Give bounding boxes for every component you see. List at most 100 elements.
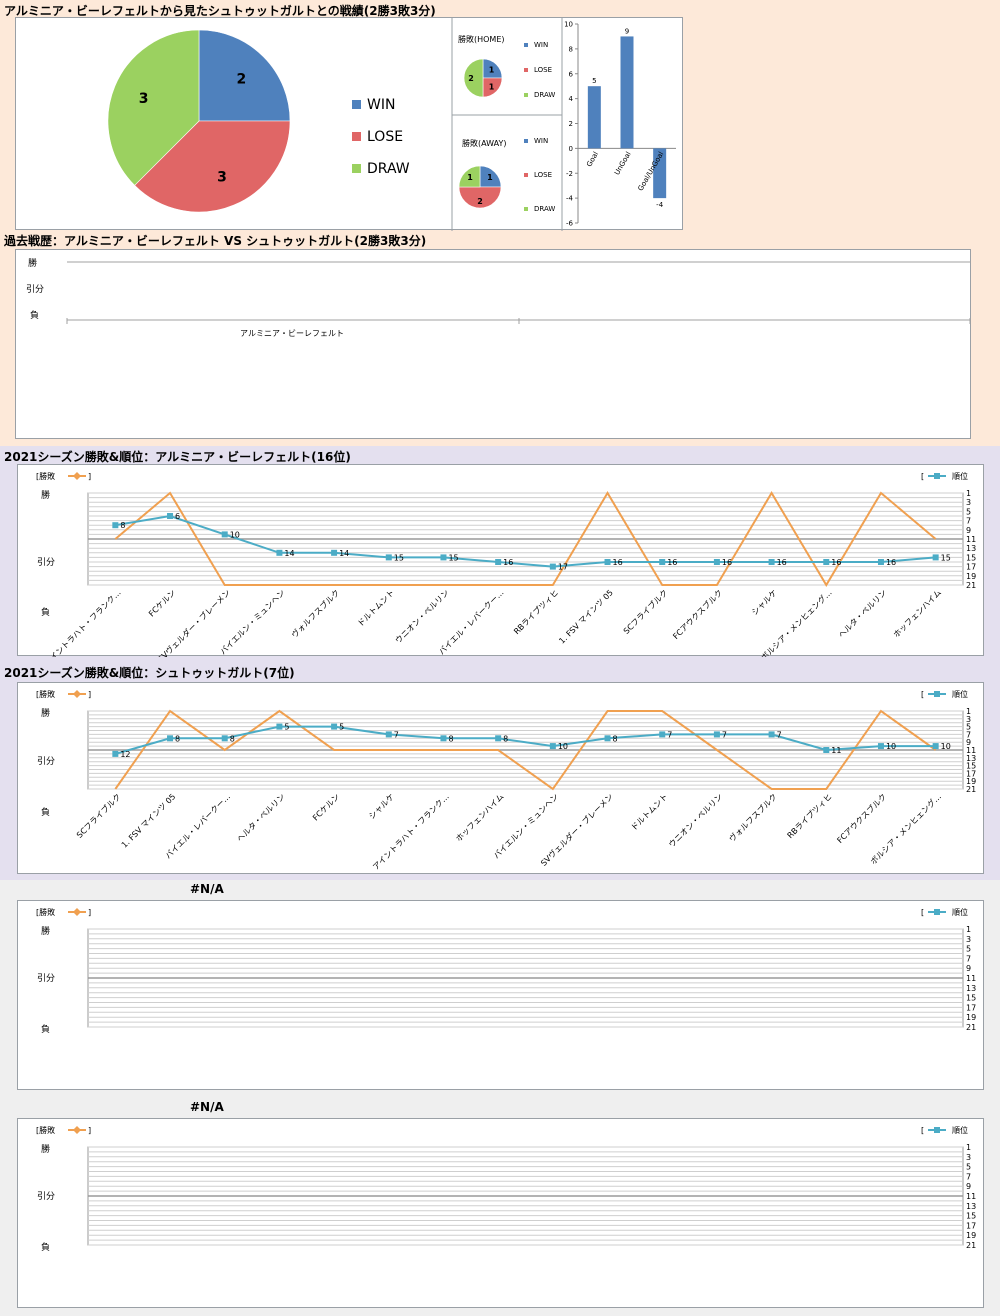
history-title: 過去戦歴：アルミニア・ビーレフェルト VS シュトゥットガルト(2勝3敗3分) <box>4 234 427 248</box>
rank-tick-label: 1 <box>966 707 971 716</box>
overall-data-label: 2 <box>237 71 247 87</box>
opponent-label: ドルトムント <box>356 588 396 628</box>
rank-point <box>385 731 392 738</box>
overall-legend-draw: DRAW <box>367 161 410 177</box>
rank-tick-label: 5 <box>966 723 971 732</box>
empty1-band: #N/A [勝敗][順位 1 3 5 7 9 11 13 15 17 19 21 勝引分負 <box>0 880 1000 1098</box>
rank-legend-open: [ <box>921 472 924 481</box>
overall-data-label: 3 <box>217 169 227 185</box>
rank-data-label: 14 <box>284 549 294 558</box>
opponent-label: アイントラハト・フランク… <box>43 588 123 657</box>
rank-tick-label: 11 <box>966 746 976 755</box>
rank-data-label: 8 <box>175 734 180 743</box>
rank-tick-label: 15 <box>966 553 976 562</box>
home-slice-draw <box>463 58 484 98</box>
goal-y-tick: 6 <box>569 70 574 78</box>
rank-data-label: 8 <box>503 734 508 743</box>
rank-legend-open: [ <box>921 690 924 699</box>
opponent-label: ヴォルフスブルク <box>727 791 779 843</box>
opponent-label: 1. FSV マインツ 05 <box>557 588 615 646</box>
overall-pie: 2 3 3 <box>107 29 291 213</box>
opponent-label: FCケルン <box>147 588 177 618</box>
rank-data-label: 11 <box>831 746 841 755</box>
empty1-title: #N/A <box>190 882 224 896</box>
rank-tick-label: 1 <box>966 1143 971 1152</box>
result-line <box>114 709 937 791</box>
goal-bar-value: -4 <box>656 201 664 209</box>
history-frame: 勝 引分 負 アルミニア・ビーレフェルト <box>15 249 971 439</box>
rank-tick-label: 9 <box>966 526 971 535</box>
result-axis-lose: 負 <box>41 606 50 618</box>
rank-tick-label: 9 <box>966 964 971 973</box>
rank-data-label: 15 <box>941 553 951 562</box>
rank-tick-label: 17 <box>966 1221 976 1230</box>
rank-tick-label: 5 <box>966 945 971 954</box>
goal-bar-1 <box>620 36 634 149</box>
away-slice-lose <box>458 186 502 209</box>
away-legend-win: WIN <box>534 137 548 145</box>
summary-svg: 2 3 3 WIN LOSE DRAW 勝敗(HOME) 1 1 2 WIN LOSE DRAW… <box>107 18 676 231</box>
empty1-frame: [勝敗][順位 1 3 5 7 9 11 13 15 17 19 21 勝引分負 <box>17 900 984 1090</box>
result-axis-win: 勝 <box>41 489 50 501</box>
rank-tick-label: 15 <box>966 1212 976 1221</box>
rank-tick-label: 3 <box>966 715 971 724</box>
rank-data-label: 16 <box>777 558 787 567</box>
rank-point <box>276 549 283 556</box>
goal-y-tick: -2 <box>566 170 573 178</box>
away-legend-swatch <box>524 139 528 143</box>
opponent-label: FCアウクスブルク <box>835 791 889 845</box>
result-legend-marker <box>73 1126 81 1134</box>
opponent-label: RBライプツィヒ <box>512 588 560 636</box>
empty2-band: #N/A [勝敗][順位 1 3 5 7 9 11 13 15 17 19 21 勝引分負 <box>0 1098 1000 1316</box>
rank-data-label: 15 <box>394 553 404 562</box>
rank-tick-label: 19 <box>966 572 976 581</box>
rank-tick-label: 9 <box>966 738 971 747</box>
season2-band: 2021シーズン勝敗&順位：シュトゥットガルト(7位) [勝敗][順位 1 3 5 7 9… <box>0 662 1000 880</box>
result-axis-win: 勝 <box>41 1143 50 1155</box>
result-legend-close: ] <box>88 1126 91 1135</box>
opponent-label: バイエル・レバークー… <box>437 588 506 657</box>
opponent-label: シャルケ <box>367 792 396 821</box>
result-axis-draw: 引分 <box>37 756 55 767</box>
rank-tick-label: 7 <box>966 517 971 526</box>
result-legend-label: [勝敗 <box>36 689 55 699</box>
rank-point <box>440 554 447 561</box>
result-legend-label: [勝敗 <box>36 1125 55 1135</box>
rank-point <box>604 559 611 565</box>
result-axis-draw: 引分 <box>37 1191 55 1202</box>
rank-tick-label: 11 <box>966 974 976 983</box>
rank-data-label: 8 <box>120 521 125 530</box>
history-axis-draw: 引分 <box>26 284 44 295</box>
result-axis-win: 勝 <box>41 925 50 937</box>
rank-tick-label: 17 <box>966 1003 976 1012</box>
opponent-label: ヴォルフスブルク <box>289 587 341 639</box>
rank-tick-label: 3 <box>966 1153 971 1162</box>
summary-title: アルミニア・ビーレフェルトから見たシュトゥットガルトとの戦績(2勝3敗3分) <box>4 4 436 18</box>
rank-tick-label: 13 <box>966 754 976 763</box>
away-legend-lose: LOSE <box>534 171 552 179</box>
rank-point <box>713 559 720 565</box>
rank-tick-label: 3 <box>966 935 971 944</box>
rank-data-label: 8 <box>613 734 618 743</box>
rank-tick-label: 7 <box>966 1172 971 1181</box>
result-axis-lose: 負 <box>41 806 50 818</box>
opponent-label: ホッフェンハイム <box>892 588 943 639</box>
history-axis-win: 勝 <box>28 257 37 269</box>
rank-data-label: 16 <box>613 558 623 567</box>
rank-point <box>713 731 720 738</box>
rank-point <box>823 747 830 753</box>
rank-legend-open: [ <box>921 1126 924 1135</box>
opponent-label: 1. FSV マインツ 05 <box>120 792 178 850</box>
home-pie: 1 1 2 <box>463 58 503 98</box>
goal-y-tick: 4 <box>569 95 574 103</box>
season1-frame: [勝敗][順位 1 3 5 7 9 11 13 15 17 19 21 勝引分負 8 6 10 14 14 15 15… <box>17 464 984 657</box>
opponent-label: SCフライブルク <box>74 791 123 840</box>
rank-point <box>331 549 338 556</box>
rank-point <box>932 743 939 750</box>
home-pie-title: 勝敗(HOME) <box>458 34 505 44</box>
rank-tick-label: 21 <box>966 1241 976 1250</box>
rank-point <box>659 559 666 565</box>
result-legend-label: [勝敗 <box>36 907 55 917</box>
